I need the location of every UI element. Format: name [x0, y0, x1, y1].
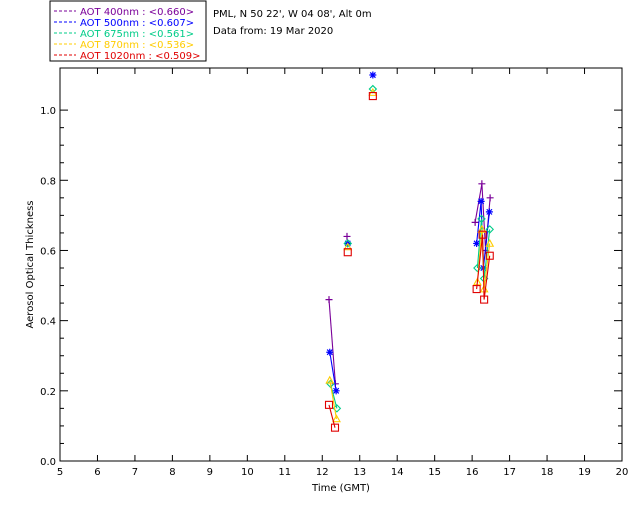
y-tick-label: 0.4 — [40, 317, 56, 328]
x-tick-label: 14 — [391, 467, 404, 478]
triangle-marker — [477, 224, 487, 233]
x-tick-label: 17 — [503, 467, 516, 478]
legend-entry: AOT 1020nm : <0.509> — [80, 51, 200, 62]
x-tick-label: 19 — [578, 467, 591, 478]
series-line — [328, 299, 336, 384]
series-line — [476, 234, 491, 300]
x-tick-label: 16 — [466, 467, 479, 478]
asterisk-marker — [485, 208, 493, 216]
diamond-marker — [485, 225, 495, 234]
x-tick-label: 11 — [278, 467, 291, 478]
x-tick-label: 13 — [353, 467, 366, 478]
y-axis-title: Aerosol Optical Thickness — [25, 200, 36, 328]
plus-marker — [325, 296, 333, 304]
triangle-marker — [325, 375, 335, 384]
series-plus — [325, 180, 494, 388]
diamond-marker — [343, 239, 353, 248]
square-marker — [472, 285, 481, 294]
diamond-marker — [473, 263, 482, 273]
plus-marker — [486, 194, 494, 202]
legend-entry: AOT 870nm : <0.536> — [80, 40, 194, 51]
asterisk-marker — [369, 71, 377, 79]
triangle-marker — [485, 238, 495, 247]
y-tick-label: 1.0 — [40, 106, 56, 117]
y-tick-label: 0.0 — [40, 457, 56, 468]
plot-area — [324, 71, 495, 432]
x-tick-label: 7 — [132, 467, 138, 478]
asterisk-marker — [477, 197, 485, 205]
legend-entry: AOT 675nm : <0.561> — [80, 29, 194, 40]
square-marker — [343, 248, 352, 257]
triangle-marker — [343, 242, 353, 251]
info-block: PML, N 50 22', W 04 08', Alt 0m Data fro… — [213, 9, 372, 37]
legend-entry: AOT 400nm : <0.660> — [80, 7, 194, 18]
diamond-marker — [477, 214, 486, 224]
asterisk-marker — [332, 387, 340, 395]
y-tick-label: 0.2 — [40, 387, 56, 398]
series-square — [324, 92, 494, 432]
square-marker — [485, 251, 494, 260]
x-tick-label: 9 — [207, 467, 213, 478]
axes: 5 6 7 8 9 10 11 12 13 14 15 16 17 18 19 20 0.0 0.2 0.4 0.6 0… — [40, 67, 629, 478]
plot-frame — [59, 67, 623, 462]
x-tick-label: 12 — [316, 467, 329, 478]
x-tick-label: 20 — [616, 467, 629, 478]
series-line — [329, 352, 337, 391]
x-tick-label: 18 — [541, 467, 554, 478]
triangle-marker — [332, 414, 341, 423]
series-asterisk — [326, 71, 493, 395]
y-tick-label: 0.8 — [40, 176, 56, 187]
square-marker — [480, 295, 489, 304]
plus-marker — [471, 218, 479, 226]
square-marker — [478, 230, 487, 239]
x-tick-label: 8 — [169, 467, 175, 478]
site-info: PML, N 50 22', W 04 08', Alt 0m — [213, 9, 372, 20]
square-marker — [368, 92, 377, 101]
x-tick-label: 5 — [57, 467, 63, 478]
plus-marker — [478, 180, 486, 188]
square-marker — [330, 423, 340, 432]
y-tick-label: 0.6 — [40, 246, 56, 257]
asterisk-marker — [473, 239, 481, 247]
series-diamond — [326, 84, 495, 413]
x-axis-title: Time (GMT) — [311, 483, 370, 494]
square-marker — [324, 400, 334, 409]
series-line — [329, 380, 338, 419]
asterisk-marker — [326, 348, 334, 356]
x-tick-label: 6 — [94, 467, 100, 478]
x-tick-label: 10 — [241, 467, 254, 478]
plus-marker — [343, 232, 351, 240]
legend: AOT 400nm : <0.660>AOT 500nm : <0.607>AO… — [49, 0, 207, 62]
date-info: Data from: 19 Mar 2020 — [213, 26, 333, 37]
legend-entry: AOT 500nm : <0.607> — [80, 18, 194, 29]
x-tick-label: 15 — [428, 467, 441, 478]
